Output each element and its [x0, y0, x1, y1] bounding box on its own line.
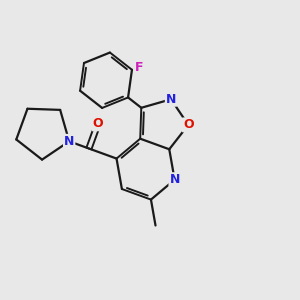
Text: O: O	[183, 118, 194, 131]
Text: N: N	[169, 173, 180, 186]
Text: N: N	[166, 93, 176, 106]
Text: F: F	[134, 61, 143, 74]
Text: N: N	[64, 135, 74, 148]
Text: O: O	[93, 117, 103, 130]
